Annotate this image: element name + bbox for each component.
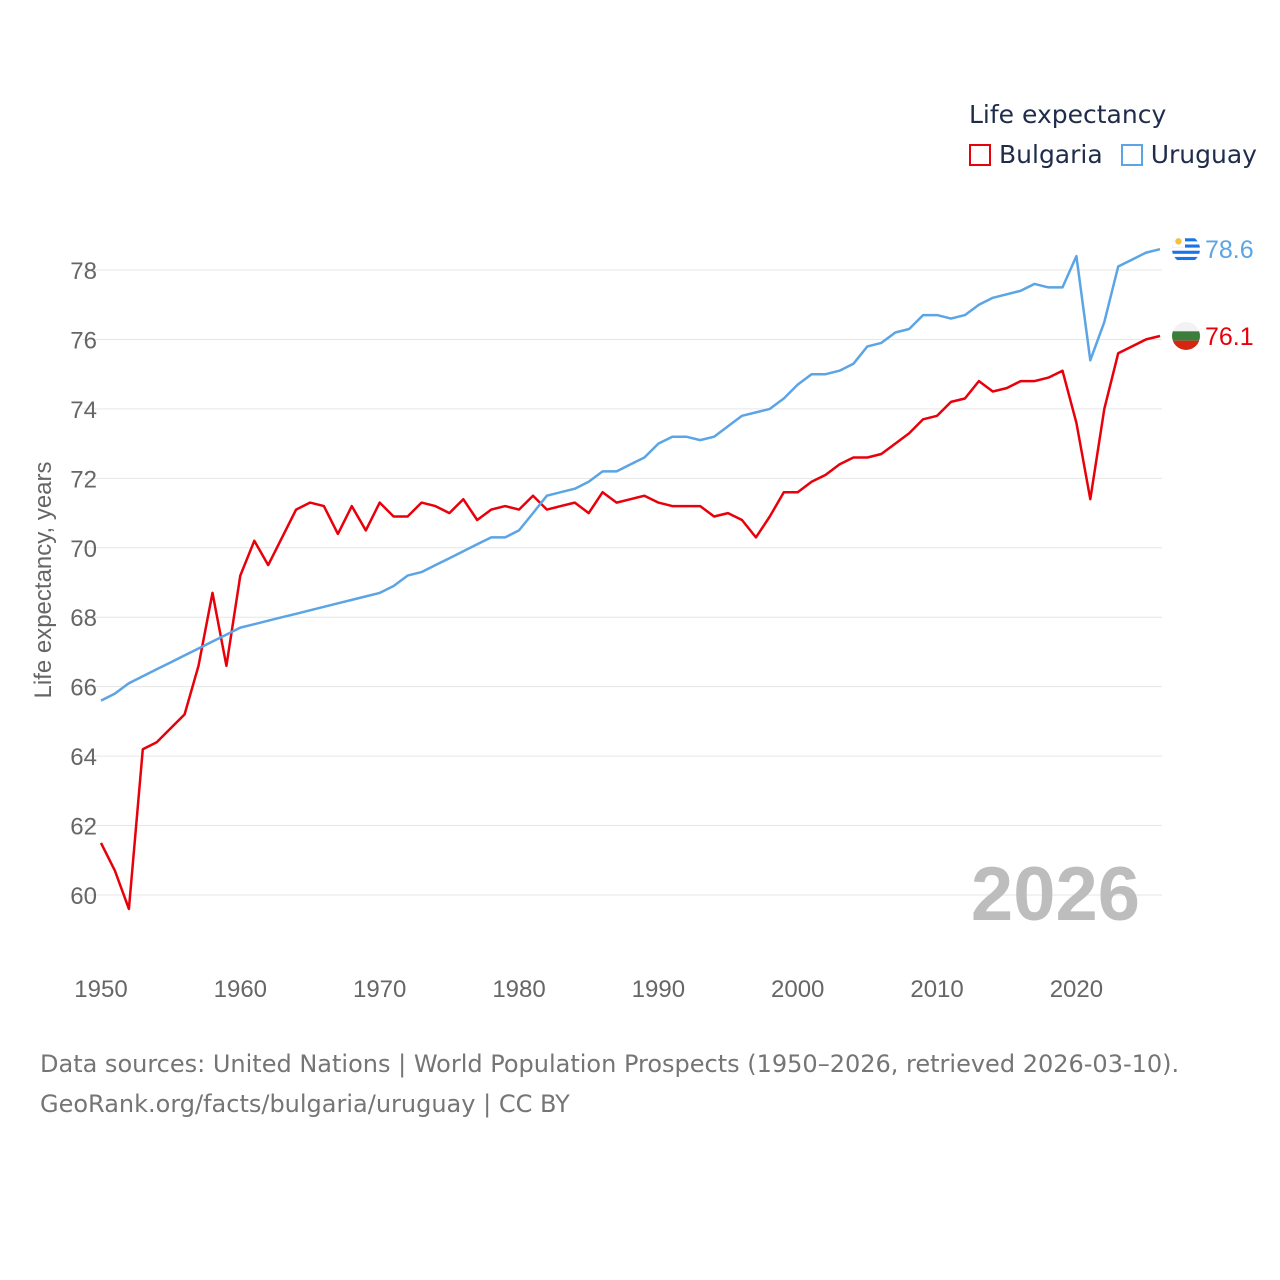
legend-label-bulgaria: Bulgaria: [999, 140, 1103, 169]
gridlines: [82, 269, 1162, 896]
y-tick-label-70: 70: [70, 536, 97, 563]
legend-item-bulgaria[interactable]: Bulgaria: [969, 140, 1103, 169]
sources-line-2[interactable]: GeoRank.org/facts/bulgaria/uruguay | CC …: [40, 1090, 570, 1118]
end-value-label-uruguay: 78.6: [1205, 236, 1254, 264]
y-tick-label-64: 64: [70, 744, 97, 771]
x-tick-label-2010: 2010: [910, 976, 963, 1003]
end-value-label-bulgaria: 76.1: [1205, 323, 1254, 351]
x-tick-label-1960: 1960: [214, 976, 267, 1003]
y-tick-label-78: 78: [70, 258, 97, 285]
year-watermark: 2026: [971, 852, 1140, 937]
y-axis-label: Life expectancy, years: [30, 461, 57, 698]
y-tick-label-74: 74: [70, 397, 97, 424]
y-tick-label-62: 62: [70, 814, 97, 841]
y-tick-label-68: 68: [70, 605, 97, 632]
series-line-bulgaria: [99, 334, 1161, 911]
y-tick-label-60: 60: [70, 883, 97, 910]
x-axis-ticks: 1950 1960 1970 1980 1990 2000 2010 2020: [74, 976, 1103, 1003]
y-tick-label-76: 76: [70, 327, 97, 354]
series-line-uruguay: [100, 247, 1161, 702]
x-tick-label-2000: 2000: [771, 976, 824, 1003]
series-lines: [99, 247, 1161, 911]
sources-line-1[interactable]: Data sources: United Nations | World Pop…: [40, 1050, 1180, 1078]
legend-swatch-uruguay: [1120, 143, 1143, 166]
x-tick-label-1950: 1950: [74, 976, 127, 1003]
x-tick-label-1990: 1990: [632, 976, 685, 1003]
legend: Bulgaria Uruguay: [969, 140, 1275, 169]
legend-label-uruguay: Uruguay: [1150, 140, 1257, 169]
data-sources: Data sources: United Nations | World Pop…: [40, 1044, 1179, 1124]
series-end-markers: 76.1 78.6: [1172, 235, 1254, 351]
x-tick-label-1980: 1980: [492, 976, 545, 1003]
y-axis-ticks: 60 62 64 66 68 70 72 74 76 78: [70, 258, 97, 910]
x-tick-label-1970: 1970: [353, 976, 406, 1003]
y-tick-label-72: 72: [70, 466, 97, 493]
uruguay-flag-icon: [1172, 235, 1200, 264]
y-tick-label-66: 66: [70, 675, 97, 702]
legend-item-uruguay[interactable]: Uruguay: [1120, 140, 1257, 169]
bulgaria-flag-icon: [1172, 321, 1200, 350]
legend-title: Life expectancy: [969, 100, 1167, 129]
legend-swatch-bulgaria: [969, 143, 991, 166]
x-tick-label-2020: 2020: [1050, 976, 1103, 1003]
